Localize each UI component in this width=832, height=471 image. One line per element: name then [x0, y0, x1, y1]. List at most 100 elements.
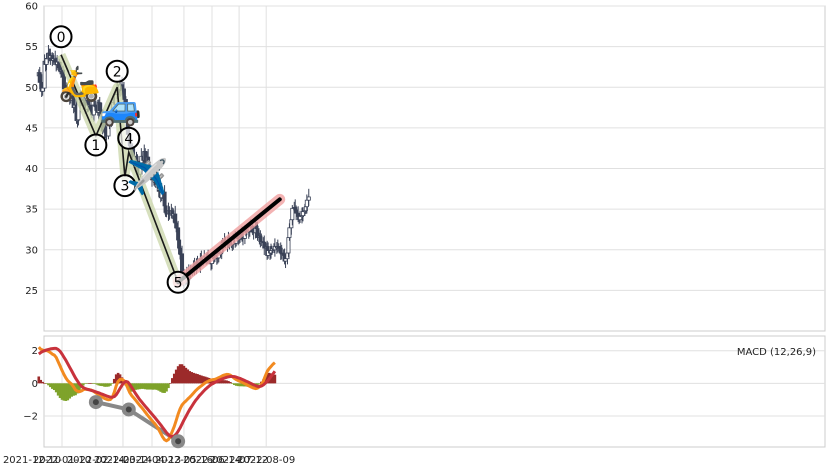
macd-y-ticks: 2 0 −2: [23, 346, 38, 422]
macd-hist-bar: [178, 364, 182, 384]
trend-line: [176, 197, 282, 285]
macd-hist-bar: [54, 383, 58, 393]
macd-hist-bar: [132, 383, 135, 391]
price-y-tick-label: 60: [25, 2, 38, 13]
wave-point-1: 1: [84, 133, 108, 157]
macd-hist-bar: [180, 364, 184, 384]
macd-hist-bar: [51, 383, 54, 389]
price-y-tick-label: 40: [25, 164, 38, 175]
macd-hist-bar: [273, 374, 277, 384]
price-y-tick-label: 50: [25, 83, 38, 94]
macd-hist-bar: [37, 376, 41, 384]
macd-hist-bar: [103, 383, 106, 387]
macd-hist-bar: [157, 383, 161, 391]
macd-hist-bar: [236, 383, 240, 387]
wave-point-label: 0: [57, 30, 66, 46]
macd-hist-bar: [194, 373, 197, 384]
macd-hist-bar: [200, 375, 203, 384]
macd-hist-bar: [56, 383, 60, 396]
macd-hist-bar: [163, 383, 166, 393]
macd-hist-bar: [128, 383, 132, 392]
signal-line: [37, 346, 277, 439]
macd-hist-bar: [39, 379, 43, 384]
macd-hist-bar: [201, 376, 205, 384]
macd-hist-bar: [116, 372, 120, 384]
macd-hist-bar: [95, 383, 99, 385]
wave-point-label: 4: [124, 131, 133, 147]
macd-hist-bar: [271, 373, 275, 384]
macd-hist-bar: [203, 376, 207, 384]
macd-hist-bar: [58, 383, 62, 399]
macd-hist-bar: [109, 383, 112, 386]
macd-hist-bar: [97, 383, 101, 386]
macd-hist-bar: [196, 374, 199, 384]
macd-hist-bar: [47, 383, 50, 386]
wave-point-label: 5: [174, 275, 183, 291]
macd-hist-bar: [76, 383, 79, 394]
macd-hist-bar: [66, 383, 70, 401]
price-y-tick-label: 25: [25, 286, 38, 297]
macd-label: MACD (12,26,9): [737, 347, 816, 358]
car-icon: 🚙: [100, 89, 142, 129]
x-tick-label: 2022-06-14: [183, 455, 241, 466]
macd-hist-bar: [136, 383, 139, 390]
macd-hist-bar: [186, 369, 190, 384]
x-axis-ticks: 2021-12-102022-01-102022-02-142022-03-14…: [3, 455, 295, 466]
macd-hist-bar: [83, 383, 87, 384]
macd-hist-bar: [211, 379, 215, 384]
macd-hist-bar: [161, 383, 164, 393]
macd-hist-bar: [68, 383, 72, 399]
macd-hist-bar: [155, 383, 159, 390]
macd-hist-bar: [141, 383, 145, 389]
macd-hist-bar: [147, 383, 151, 390]
wave-point-label: 2: [113, 64, 122, 80]
macd-hist-bar: [52, 383, 56, 391]
macd-hist-bar: [198, 374, 201, 384]
divergence-point-center: [175, 438, 182, 445]
divergence-point-center: [125, 406, 132, 413]
macd-hist-bar: [234, 383, 238, 386]
macd-hist-bar: [219, 380, 223, 384]
macd-hist-bar: [140, 383, 143, 389]
macd-hist-bar: [112, 378, 116, 384]
macd-hist-bar: [111, 383, 114, 384]
divergence-point-center: [92, 399, 99, 406]
macd-hist-bar: [171, 378, 174, 384]
macd-hist-bar: [43, 383, 46, 384]
macd-hist-bar: [172, 373, 176, 384]
macd-hist-bar: [232, 383, 236, 385]
macd-hist-bar: [99, 383, 103, 386]
macd-hist-bar: [62, 383, 66, 401]
airplane-icon: ✈️: [126, 157, 168, 198]
macd-hist-bar: [182, 365, 186, 384]
macd-hist-bar: [258, 383, 261, 384]
x-tick-label: 2022-03-14: [94, 455, 152, 466]
macd-hist-bar: [149, 383, 153, 390]
macd-hist-bar: [85, 383, 89, 384]
macd-hist-bar: [81, 383, 85, 386]
macd-hist-bar: [174, 369, 178, 384]
macd-hist-bar: [78, 383, 81, 392]
macd-hist-bar: [223, 380, 226, 384]
wave-point-label: 3: [120, 179, 129, 195]
macd-hist-bar: [229, 382, 232, 384]
macd-hist-bar: [64, 383, 68, 401]
candle: [306, 188, 311, 206]
wave-point-2: 2: [105, 59, 129, 83]
wave-point-3: 3: [113, 174, 137, 198]
macd-hist-bar: [165, 383, 168, 392]
macd-hist-bar: [49, 383, 52, 388]
macd-hist-bar: [238, 383, 242, 387]
elliott-wave: 0 1 2 3 4 5 🛵🚙 ✈️: [49, 25, 286, 294]
macd-y-tick-label: −2: [23, 411, 38, 422]
macd-hist-bar: [227, 381, 230, 384]
macd-hist-bar: [190, 372, 193, 384]
price-y-tick-label: 35: [25, 205, 38, 216]
macd-panel: 2 0 −2 MACD (12,26,9): [23, 335, 826, 449]
macd-hist-bar: [114, 374, 118, 384]
macd-hist-bar: [101, 383, 104, 387]
macd-hist-bar: [225, 380, 228, 384]
macd-hist-bar: [138, 383, 141, 390]
